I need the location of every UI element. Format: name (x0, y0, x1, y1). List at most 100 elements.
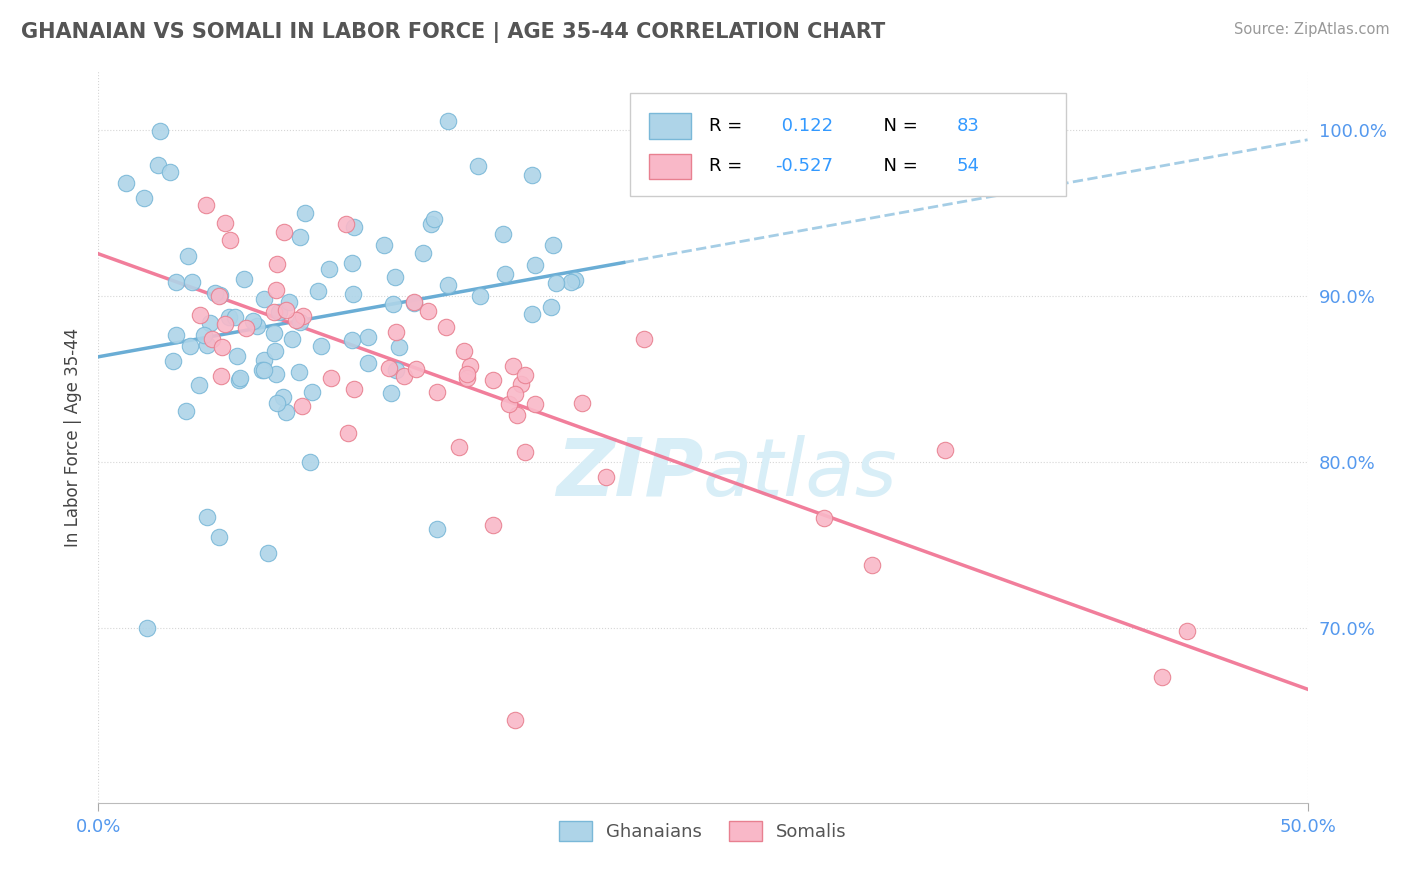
Point (1152, 670, 1174, 684)
Point (211, 340, 233, 354)
Point (290, 315, 312, 329)
Point (294, 206, 316, 220)
Point (571, 396, 593, 410)
Point (267, 305, 290, 319)
Point (437, 278, 460, 293)
Point (524, 258, 547, 272)
Point (266, 396, 288, 410)
Point (343, 220, 366, 235)
Point (492, 227, 515, 242)
Point (135, 621, 157, 635)
Point (253, 363, 276, 377)
Point (159, 164, 181, 178)
Point (252, 352, 274, 367)
Point (458, 359, 481, 374)
Point (509, 377, 531, 392)
Point (195, 338, 218, 352)
Point (209, 369, 232, 384)
Point (404, 295, 426, 310)
Point (288, 365, 311, 379)
Point (468, 289, 491, 303)
Point (162, 354, 184, 368)
Point (813, 511, 835, 525)
Point (242, 314, 264, 328)
Point (277, 295, 299, 310)
Point (209, 287, 232, 301)
Point (288, 230, 311, 244)
Point (481, 374, 503, 388)
Point (456, 367, 478, 381)
Point (176, 249, 198, 263)
Point (307, 284, 329, 298)
Point (281, 332, 304, 346)
Point (246, 318, 269, 333)
FancyBboxPatch shape (630, 94, 1066, 195)
Text: 54: 54 (957, 158, 980, 176)
Point (309, 338, 332, 352)
Point (436, 319, 458, 334)
Point (385, 363, 408, 377)
Point (412, 245, 434, 260)
Point (256, 546, 278, 560)
Point (520, 168, 543, 182)
Text: Source: ZipAtlas.com: Source: ZipAtlas.com (1233, 22, 1389, 37)
Text: N =: N = (872, 117, 924, 136)
Point (595, 470, 617, 484)
Point (502, 359, 524, 374)
Point (146, 158, 169, 172)
Text: ZIP: ZIP (555, 434, 703, 513)
Point (423, 212, 446, 227)
Point (180, 275, 202, 289)
Point (513, 444, 536, 458)
Point (266, 257, 288, 271)
Point (229, 370, 252, 384)
Point (218, 310, 240, 324)
Point (201, 332, 224, 346)
Point (394, 368, 416, 383)
Point (503, 387, 526, 401)
Point (132, 191, 155, 205)
Point (208, 530, 231, 544)
Point (340, 333, 363, 347)
Point (564, 272, 586, 286)
Point (373, 238, 395, 252)
Point (419, 218, 441, 232)
Point (456, 371, 478, 385)
Text: R =: R = (709, 117, 748, 136)
Legend: Ghanaians, Somalis: Ghanaians, Somalis (553, 814, 853, 848)
Text: R =: R = (709, 158, 748, 176)
Point (235, 321, 257, 335)
Point (273, 226, 295, 240)
Point (318, 262, 340, 277)
Point (226, 349, 249, 363)
Point (426, 521, 449, 535)
Text: atlas: atlas (703, 434, 898, 513)
Point (194, 197, 217, 211)
Point (179, 338, 201, 352)
Point (633, 333, 655, 347)
Point (544, 276, 567, 290)
Point (388, 340, 411, 354)
Point (522, 307, 544, 321)
Point (319, 370, 342, 384)
Point (453, 344, 475, 359)
Point (541, 238, 564, 252)
Point (402, 296, 425, 310)
Point (263, 326, 285, 341)
Point (224, 310, 246, 324)
Point (208, 289, 231, 303)
Point (336, 425, 359, 440)
FancyBboxPatch shape (648, 113, 690, 139)
Point (416, 304, 439, 318)
Point (165, 275, 187, 289)
Point (149, 124, 172, 138)
Point (405, 361, 427, 376)
Point (299, 455, 322, 469)
Text: N =: N = (872, 158, 924, 176)
Point (233, 272, 256, 286)
Point (385, 325, 408, 339)
Point (357, 330, 380, 344)
Point (467, 159, 489, 173)
Point (481, 518, 503, 533)
Point (115, 177, 138, 191)
